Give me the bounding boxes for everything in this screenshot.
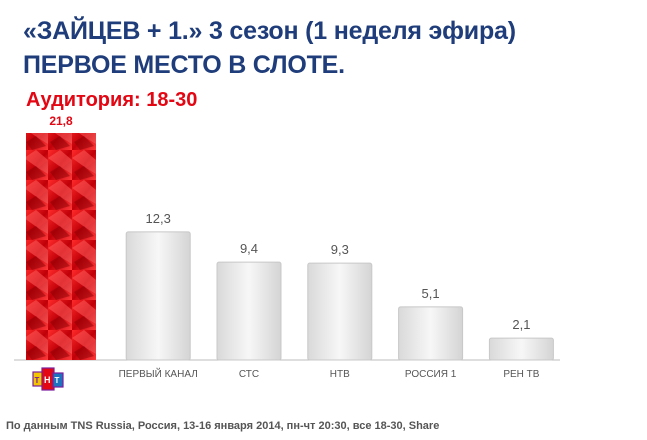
bar-chart: 21,8 12,3 9,4 9,3 5,1 2,1 ПЕРВЫЙ КАНАЛ СТС НТВ Р… xyxy=(14,114,560,391)
data-label: 2,1 xyxy=(512,317,530,332)
title-line-1: «ЗАЙЦЕВ + 1.» 3 сезон (1 неделя эфира) xyxy=(23,17,516,45)
tick-label: СТС xyxy=(239,369,259,380)
data-label: 5,1 xyxy=(422,286,440,301)
tick-label: РЕН ТВ xyxy=(503,369,539,380)
bar xyxy=(125,231,191,361)
bar xyxy=(26,133,96,360)
source-footnote: По данным TNS Russia, Россия, 13-16 янва… xyxy=(6,420,440,432)
svg-text:Т: Т xyxy=(55,376,60,385)
data-label: 9,3 xyxy=(331,242,349,257)
data-label: 12,3 xyxy=(146,211,171,226)
data-label: 21,8 xyxy=(49,114,73,128)
svg-text:Н: Н xyxy=(44,375,51,385)
tick-label: РОССИЯ 1 xyxy=(405,369,457,380)
title-line-2: ПЕРВОЕ МЕСТО В СЛОТЕ. xyxy=(23,51,345,79)
data-label: 9,4 xyxy=(240,241,258,256)
tick-label: ПЕРВЫЙ КАНАЛ xyxy=(119,367,198,380)
bar xyxy=(398,306,464,361)
tick-label: НТВ xyxy=(330,369,350,380)
bar xyxy=(488,337,554,361)
svg-text:Т: Т xyxy=(35,376,40,385)
audience-label: Аудитория: 18-30 xyxy=(26,89,198,111)
tnt-logo-icon: Т Н Т xyxy=(32,367,64,391)
bar xyxy=(216,261,282,361)
chart-title: «ЗАЙЦЕВ + 1.» 3 сезон (1 неделя эфира) П… xyxy=(23,14,643,82)
bar xyxy=(307,262,373,361)
